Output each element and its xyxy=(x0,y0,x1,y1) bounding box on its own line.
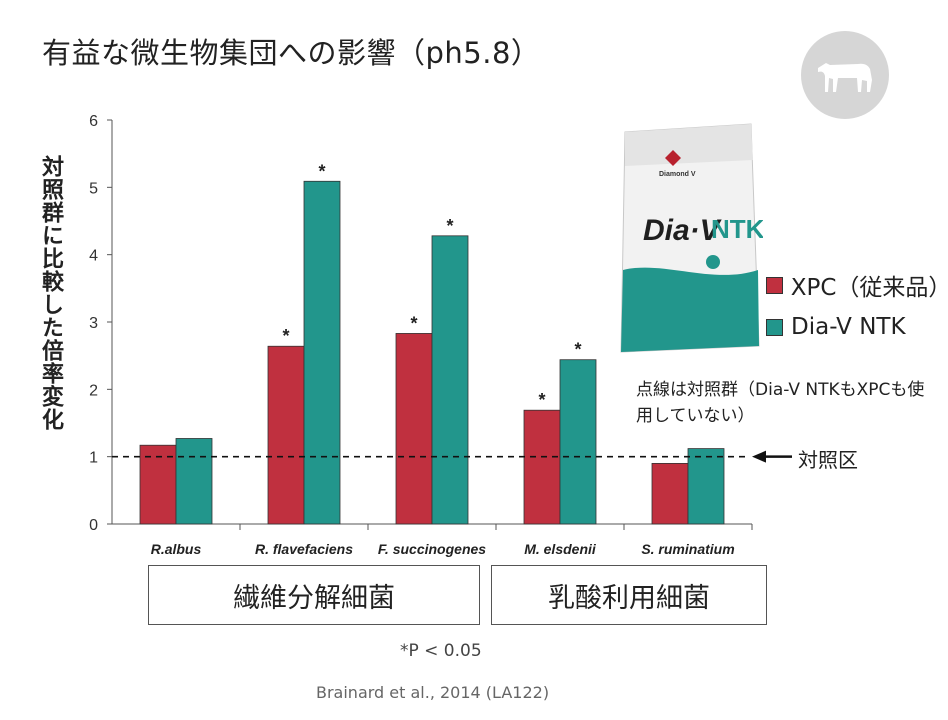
bar-ntk xyxy=(687,448,725,525)
x-tick-label: F. succinogenes xyxy=(378,541,486,557)
x-tick-label: R. flavefaciens xyxy=(255,541,353,557)
page-title: 有益な微生物集団への影響（ph5.8） xyxy=(42,36,541,70)
significance-marker: * xyxy=(574,340,581,360)
reference-line-label: 対照区 xyxy=(798,448,858,472)
y-tick-label: 2 xyxy=(89,382,98,399)
bar-ntk xyxy=(431,235,469,525)
y-tick-label: 6 xyxy=(89,113,98,130)
y-axis-title: 対照群に比較した倍率変化 xyxy=(38,155,63,431)
product-bag-image: Diamond V Dia·V NTK xyxy=(620,123,763,353)
product-name-ntk: NTK xyxy=(711,214,763,244)
bar-xpc xyxy=(651,462,689,525)
significance-marker: * xyxy=(282,326,289,346)
citation: Brainard et al., 2014 (LA122) xyxy=(316,683,550,702)
group-lactate-utilizing: 乳酸利用細菌 xyxy=(491,565,767,625)
legend-swatch-xpc xyxy=(766,276,783,294)
legend-swatch-ntk xyxy=(766,318,783,336)
legend: XPC（従来品） Dia-V NTK xyxy=(766,270,948,354)
group-label: 乳酸利用細菌 xyxy=(548,582,710,614)
y-tick-label: 1 xyxy=(89,450,98,467)
bar-ntk xyxy=(175,438,213,525)
reference-note: 点線は対照群（Dia-V NTKもXPCも使用していない） xyxy=(636,377,926,429)
product-brand-text: Diamond V xyxy=(659,171,696,178)
y-tick-label: 5 xyxy=(89,180,98,197)
bar-xpc xyxy=(523,409,561,525)
cow-logo-icon xyxy=(801,31,889,119)
significance-marker: * xyxy=(446,216,453,236)
group-label: 繊維分解細菌 xyxy=(233,582,395,614)
y-tick-label: 0 xyxy=(89,517,98,534)
significance-marker: * xyxy=(318,161,325,181)
product-name-main: Dia·V xyxy=(643,214,723,247)
significance-marker: * xyxy=(538,390,545,410)
x-tick-label: M. elsdenii xyxy=(524,541,597,557)
significance-footnote: *P < 0.05 xyxy=(400,641,482,661)
bar-ntk xyxy=(559,359,597,525)
significance-marker: * xyxy=(410,313,417,333)
bar-ntk xyxy=(303,180,341,525)
reference-note-text: 点線は対照群（Dia-V NTKもXPCも使用していない） xyxy=(636,380,925,426)
legend-label-xpc: XPC（従来品） xyxy=(790,275,948,301)
legend-item-xpc: XPC（従来品） xyxy=(766,270,948,301)
x-tick-label: S. ruminatium xyxy=(641,541,734,557)
legend-item-ntk: Dia-V NTK xyxy=(766,312,948,342)
y-tick-label: 3 xyxy=(89,315,98,332)
bar-xpc xyxy=(267,345,305,525)
x-tick-label: R.albus xyxy=(151,541,202,557)
bar-xpc xyxy=(395,333,433,525)
group-fiber-degrading: 繊維分解細菌 xyxy=(148,565,480,625)
legend-label-ntk: Dia-V NTK xyxy=(791,314,906,340)
reference-arrow-head xyxy=(752,450,766,463)
y-tick-label: 4 xyxy=(89,248,98,265)
